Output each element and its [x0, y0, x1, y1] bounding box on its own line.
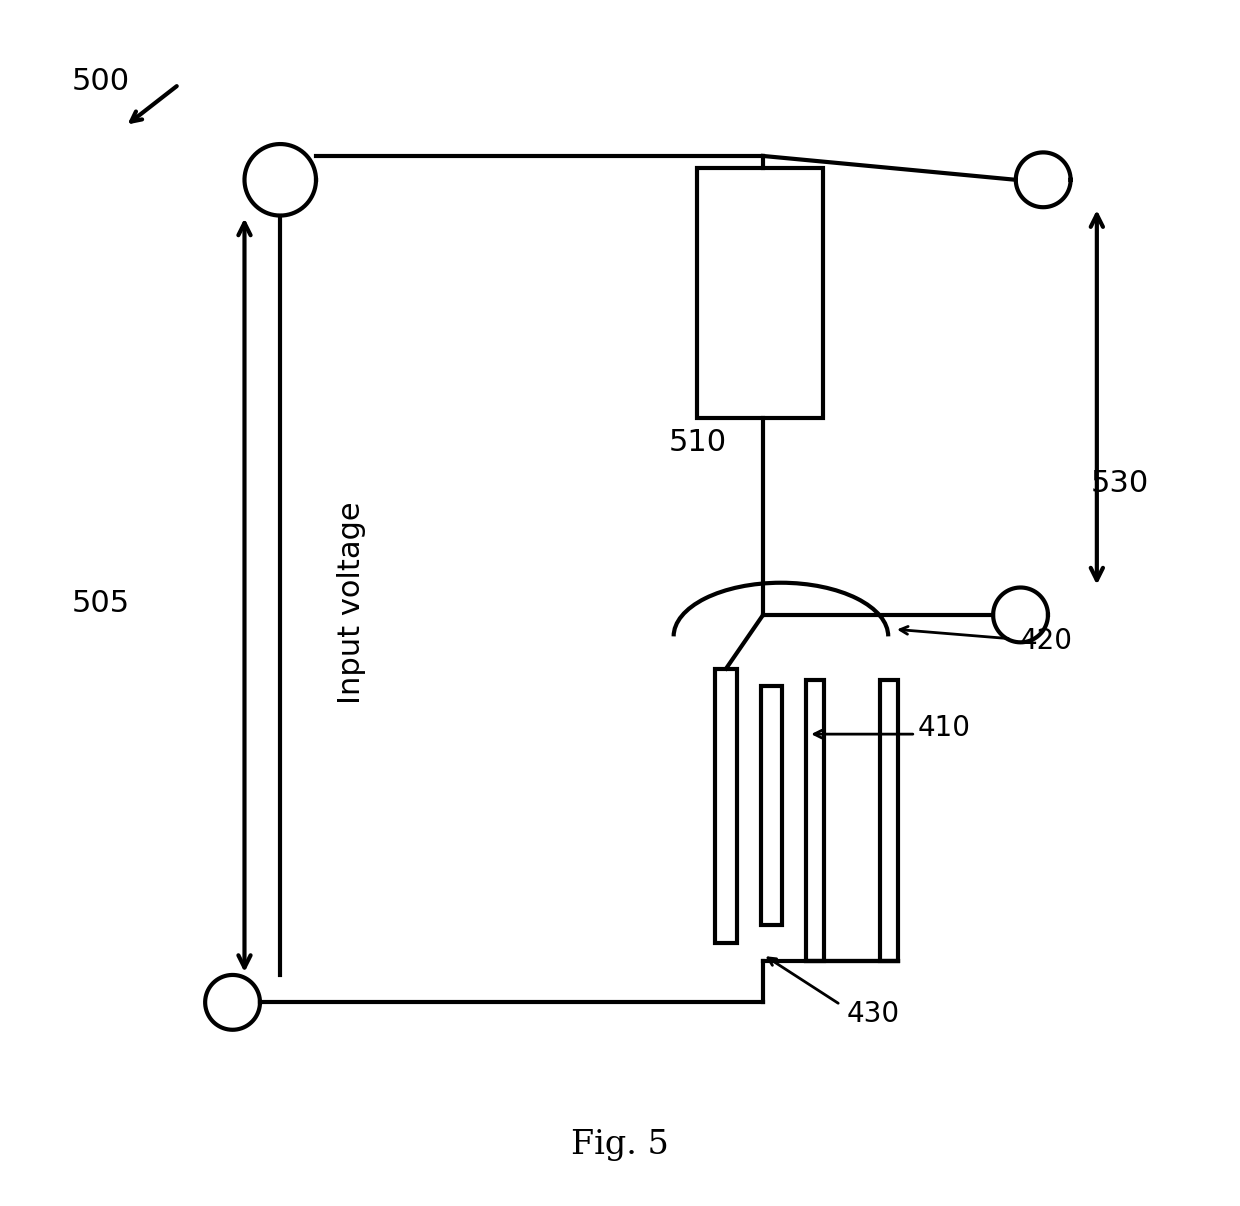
Text: 500: 500 — [72, 68, 130, 96]
Bar — [880, 680, 898, 961]
Bar — [760, 686, 782, 925]
Polygon shape — [1016, 152, 1070, 207]
Bar — [715, 668, 737, 943]
Text: Input voltage: Input voltage — [337, 502, 366, 704]
Text: 420: 420 — [1019, 627, 1073, 655]
Text: 505: 505 — [72, 589, 130, 617]
Polygon shape — [993, 587, 1048, 643]
Text: Fig. 5: Fig. 5 — [572, 1129, 668, 1161]
Bar — [806, 680, 823, 961]
Bar — [697, 168, 822, 418]
Polygon shape — [205, 974, 260, 1030]
Text: 510: 510 — [668, 428, 727, 457]
Text: 530: 530 — [1091, 469, 1149, 498]
Polygon shape — [244, 144, 316, 216]
Text: 410: 410 — [918, 714, 971, 742]
Text: 430: 430 — [847, 1000, 900, 1029]
